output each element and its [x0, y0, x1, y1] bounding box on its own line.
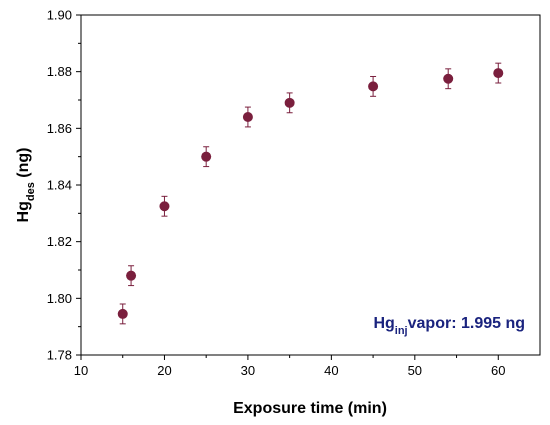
data-point: [117, 308, 128, 319]
annotation-sub: inj: [395, 325, 408, 337]
axis-ticks: 10 20 30 40 50 60 1.78 1.80 1.82 1.84 1.86 1.88 1.90: [47, 8, 506, 379]
y-axis-title: Hgdes (ng): [15, 148, 37, 223]
y-axis-title-sub: des: [25, 182, 37, 201]
annotation-suffix: vapor: 1.995 ng: [408, 315, 525, 332]
x-axis-title: Exposure time (min): [233, 400, 387, 417]
y-tick-label: 1.90: [47, 8, 72, 23]
y-tick-label: 1.84: [47, 178, 72, 193]
annotation: Hginjvapor: 1.995 ng: [373, 315, 525, 337]
x-tick-label: 20: [157, 363, 171, 378]
error-bars: [119, 62, 502, 325]
data-point: [159, 201, 170, 212]
data-point: [284, 97, 295, 108]
data-point: [368, 81, 379, 92]
data-point: [126, 270, 137, 281]
annotation-main: Hg: [373, 315, 394, 332]
data-points: [117, 68, 504, 319]
data-point: [443, 73, 454, 84]
y-axis-title-main: Hg: [15, 201, 32, 222]
y-tick-label: 1.82: [47, 234, 72, 249]
y-tick-label: 1.80: [47, 291, 72, 306]
x-tick-label: 10: [74, 363, 88, 378]
x-tick-label: 30: [241, 363, 255, 378]
data-point: [242, 112, 253, 122]
data-point: [201, 151, 212, 162]
y-axis-title-suffix: (ng): [15, 148, 32, 183]
data-point: [493, 68, 504, 79]
plot-frame: [80, 14, 541, 356]
x-tick-label: 40: [324, 363, 338, 378]
y-tick-label: 1.86: [47, 121, 72, 136]
x-tick-label: 50: [408, 363, 422, 378]
y-tick-label: 1.78: [47, 348, 72, 363]
y-tick-label: 1.88: [47, 64, 72, 79]
x-tick-label: 60: [491, 363, 505, 378]
